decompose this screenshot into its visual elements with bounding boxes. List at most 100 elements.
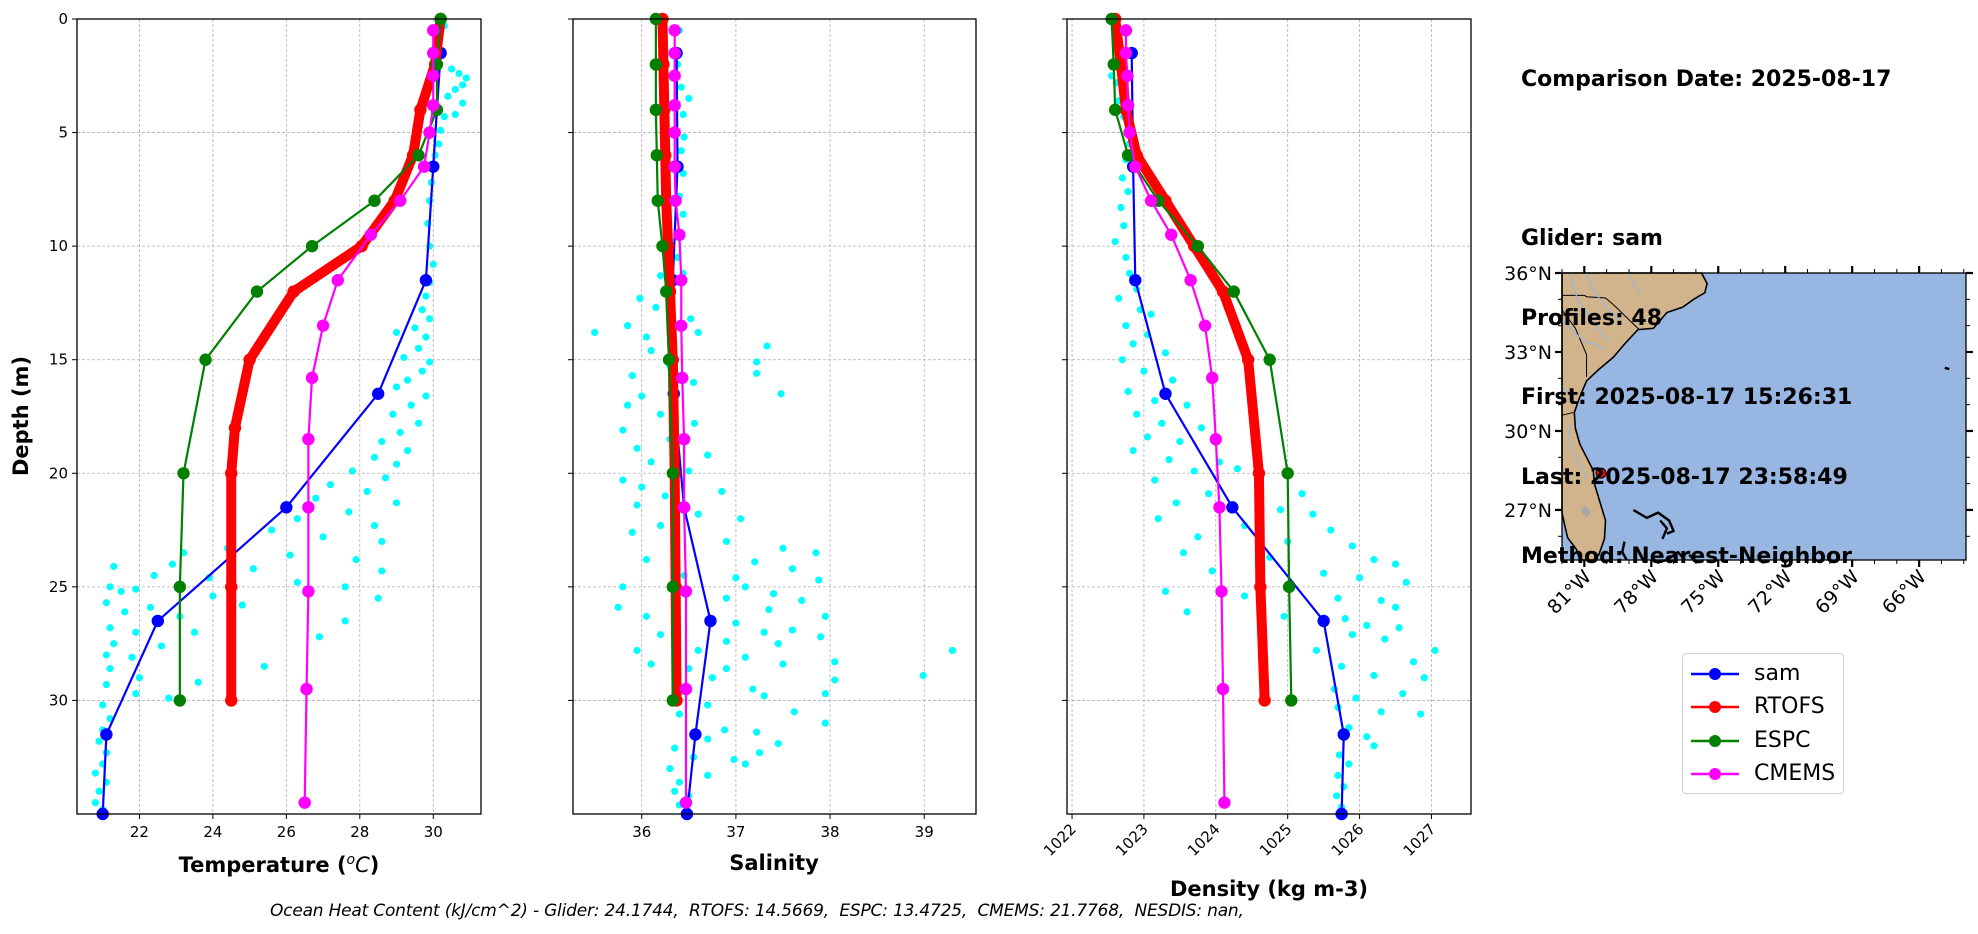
series-marker-sam <box>427 160 440 173</box>
glider-observation-point <box>1338 662 1346 670</box>
legend-label: sam <box>1754 661 1801 686</box>
glider-observation-point <box>624 401 632 409</box>
glider-observation-point <box>403 376 412 384</box>
glider-observation-point <box>790 708 798 716</box>
x-tick-label: 1025 <box>1256 820 1296 860</box>
glider-observation-point <box>1370 742 1378 750</box>
glider-observation-point <box>1133 410 1141 418</box>
series-marker-cmems <box>668 160 681 173</box>
glider-observation-point <box>146 603 155 611</box>
glider-observation-point <box>1312 646 1321 655</box>
series-marker-espc <box>250 285 264 298</box>
method: Method: Nearest-Neighbor <box>1521 544 1852 569</box>
glider-observation-point <box>633 444 641 452</box>
bahamas-coastline <box>1659 519 1669 540</box>
glider-observation-point <box>763 342 771 350</box>
river <box>1568 422 1588 479</box>
series-marker-rtofs <box>225 467 238 480</box>
series-marker-sam <box>419 274 433 287</box>
glider-observation-point <box>352 556 360 564</box>
glider-observation-point <box>117 587 125 596</box>
series-line-sam <box>101 53 442 815</box>
glider-observation-point <box>751 558 759 566</box>
glider-observation-point <box>694 646 702 655</box>
series-marker-cmems <box>1206 371 1219 385</box>
series-marker-espc <box>173 580 187 594</box>
series-marker-sam <box>1317 614 1330 628</box>
glider-observation-point <box>656 630 665 639</box>
series-marker-sam <box>704 614 717 628</box>
legend-item-cmems: CMEMS <box>1683 758 1843 791</box>
glider-observation-point <box>95 737 103 745</box>
glider-observation-point <box>704 735 712 743</box>
glider-observation-point <box>919 671 927 680</box>
x-axis-title-temperature: Temperature (oC) <box>179 852 380 877</box>
glider-observation-point <box>619 476 627 484</box>
x-tick-label: 39 <box>915 823 934 841</box>
glider-observation-point <box>614 603 622 611</box>
series-marker-cmems <box>302 501 315 514</box>
glider-observation-point <box>1377 596 1385 605</box>
series-marker-espc <box>1107 58 1120 71</box>
glider-observation-point <box>363 487 371 496</box>
glider-observation-point <box>831 676 839 684</box>
legend-item-espc: ESPC <box>1683 725 1843 758</box>
glider-observation-point <box>422 392 430 400</box>
legend-item-rtofs: RTOFS <box>1683 691 1843 724</box>
series-marker-espc <box>1191 239 1205 253</box>
river <box>1561 385 1572 395</box>
first-time: First: 2025-08-17 15:26:31 <box>1521 385 1853 410</box>
series-marker-cmems <box>1121 69 1134 82</box>
series-marker-cmems <box>364 228 378 241</box>
series-marker-cmems <box>298 796 311 809</box>
glider-observation-point <box>1345 760 1353 768</box>
x-axis-title-density: Density (kg m-3) <box>1170 877 1368 901</box>
series-marker-espc <box>651 194 664 207</box>
glider-observation-point <box>821 612 829 620</box>
x-tick-label: 24 <box>203 823 222 841</box>
glider-observation-point <box>389 410 397 418</box>
series-line-rtofs <box>226 18 446 701</box>
series-marker-sam <box>1226 501 1239 514</box>
series-marker-espc <box>656 239 669 253</box>
glider-observation-point <box>1363 733 1371 741</box>
x-tick-label: 1026 <box>1328 820 1368 860</box>
series-marker-sam <box>689 728 702 741</box>
glider-observation-point <box>685 94 693 103</box>
glider-observation-point <box>437 126 445 134</box>
glider-observation-point <box>1129 446 1137 455</box>
series-marker-espc <box>368 194 381 207</box>
glider-observation-point <box>737 515 745 523</box>
glider-observation-point <box>1197 424 1206 432</box>
glider-observation-point <box>633 646 641 655</box>
glider-observation-point <box>392 383 401 391</box>
glider-observation-point <box>1176 437 1184 446</box>
glider-observation-point <box>1122 253 1130 262</box>
glider-observation-point <box>345 508 353 516</box>
glider-observation-point <box>286 551 294 559</box>
glider-observation-point <box>774 640 782 648</box>
glider-observation-point <box>821 690 829 698</box>
glider-observation-point <box>722 537 731 546</box>
glider-observation-point <box>135 674 144 682</box>
glider-observation-point <box>821 719 829 727</box>
glider-observation-point <box>1348 630 1356 639</box>
glider-observation-point <box>1165 456 1173 464</box>
series-marker-cmems <box>427 99 440 112</box>
glider-observation-point <box>435 140 443 148</box>
series-marker-espc <box>305 239 319 253</box>
glider-observation-point <box>1341 615 1349 623</box>
axes-frame <box>1066 18 1472 815</box>
river <box>1570 272 1610 342</box>
y-tick-label: 0 <box>58 10 68 28</box>
series-marker-espc <box>1282 580 1296 594</box>
glider-observation-point <box>341 583 349 591</box>
glider-observation-point <box>315 633 323 641</box>
glider-observation-point <box>687 315 695 323</box>
glider-observation-point <box>440 113 448 121</box>
series-marker-rtofs <box>1252 467 1266 480</box>
x-tick-label: 30 <box>424 823 443 841</box>
glider-observation-point <box>718 487 726 496</box>
glider-observation-point <box>788 626 796 634</box>
series-marker-cmems <box>1218 796 1231 809</box>
